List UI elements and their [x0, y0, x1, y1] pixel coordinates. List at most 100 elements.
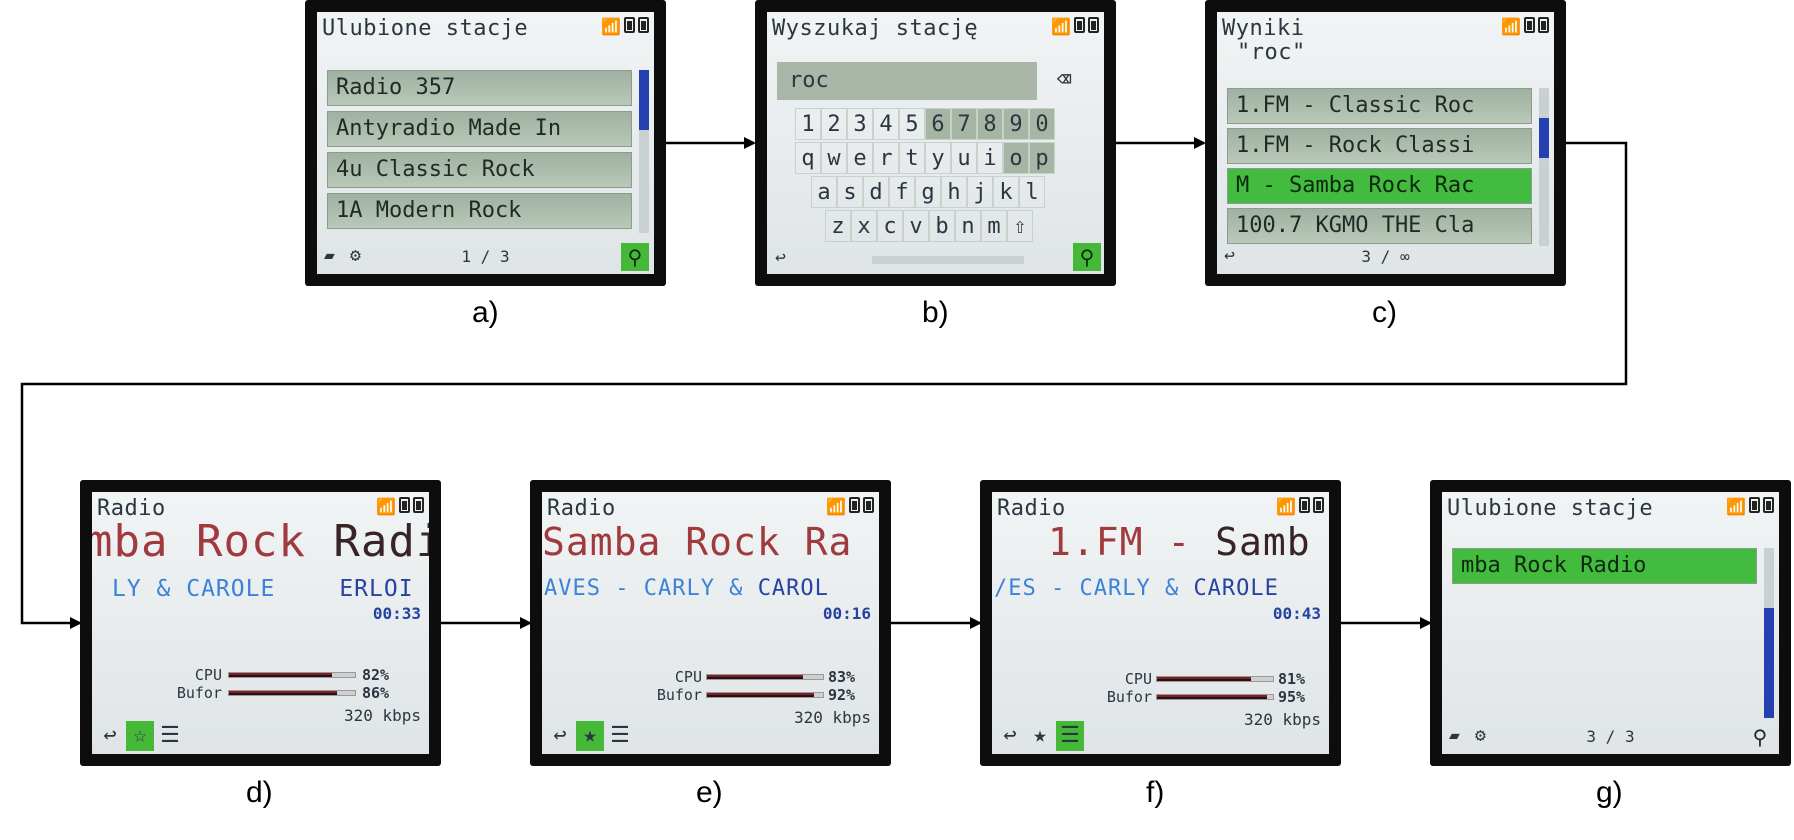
key[interactable]: z: [825, 210, 851, 242]
wifi-icon: 📶: [1276, 497, 1296, 516]
scrollbar-thumb[interactable]: [1764, 608, 1774, 718]
lcd-g: Ulubione stacje 📶 mba Rock Radio ▰ ⚙ 3 /…: [1442, 492, 1779, 754]
cpu-bar: [228, 672, 356, 678]
key[interactable]: g: [915, 176, 941, 208]
key[interactable]: m: [981, 210, 1007, 242]
device-screen-g: Ulubione stacje 📶 mba Rock Radio ▰ ⚙ 3 /…: [1430, 480, 1791, 766]
star-outline-icon[interactable]: ☆: [126, 721, 154, 751]
cpu-label: CPU: [194, 666, 222, 684]
status-icons: 📶: [1276, 497, 1324, 516]
buffer-label: Bufor: [176, 684, 222, 702]
key[interactable]: q: [795, 142, 821, 174]
gear-icon[interactable]: ⚙: [350, 245, 361, 266]
list-item[interactable]: 1.FM - Rock Classi: [1227, 128, 1532, 164]
key[interactable]: i: [977, 142, 1003, 174]
track-artist: AVES - CARLY & CAROL: [544, 576, 829, 601]
gear-icon[interactable]: ⚙: [1475, 725, 1486, 746]
key[interactable]: 4: [873, 108, 899, 140]
station-title: mba Rock Radi: [92, 516, 429, 567]
back-icon[interactable]: ↩: [1003, 723, 1017, 748]
wifi-icon: 📶: [601, 17, 621, 36]
key[interactable]: 7: [951, 108, 977, 140]
key[interactable]: c: [877, 210, 903, 242]
folder-icon[interactable]: ▰: [1449, 725, 1460, 746]
key[interactable]: 9: [1003, 108, 1029, 140]
search-icon[interactable]: ⚲: [1073, 243, 1101, 271]
keyboard-row-asdf: a s d f g h j k l: [811, 176, 1045, 208]
key[interactable]: d: [863, 176, 889, 208]
key[interactable]: w: [821, 142, 847, 174]
key[interactable]: j: [967, 176, 993, 208]
scrollbar-thumb[interactable]: [1539, 118, 1549, 158]
station-title-part: Samba Rock: [542, 520, 805, 564]
list-item[interactable]: Radio 357: [327, 70, 632, 106]
key[interactable]: 5: [899, 108, 925, 140]
key[interactable]: b: [929, 210, 955, 242]
scrollbar-thumb[interactable]: [639, 70, 649, 130]
search-input[interactable]: roc: [777, 62, 1037, 100]
list-item[interactable]: 4u Classic Rock: [327, 152, 632, 188]
list-item[interactable]: Antyradio Made In: [327, 111, 632, 147]
key[interactable]: r: [873, 142, 899, 174]
star-filled-icon[interactable]: ★: [1033, 723, 1047, 748]
status-icons: 📶: [1726, 497, 1774, 516]
back-icon[interactable]: ↩: [775, 247, 786, 268]
back-icon[interactable]: ↩: [1224, 245, 1235, 266]
key[interactable]: 8: [977, 108, 1003, 140]
key[interactable]: o: [1003, 142, 1029, 174]
backspace-icon[interactable]: ⌫: [1056, 65, 1072, 93]
key[interactable]: e: [847, 142, 873, 174]
key[interactable]: s: [837, 176, 863, 208]
list-item[interactable]: 1.FM - Classic Roc: [1227, 88, 1532, 124]
key[interactable]: k: [993, 176, 1019, 208]
list-item[interactable]: 100.7 KGMO THE Cla: [1227, 208, 1532, 244]
playlist-icon[interactable]: ☰: [610, 723, 630, 748]
list-item[interactable]: 1A Modern Rock: [327, 193, 632, 229]
key[interactable]: h: [941, 176, 967, 208]
key[interactable]: v: [903, 210, 929, 242]
bitrate: 320 kbps: [793, 708, 871, 727]
key[interactable]: 1: [795, 108, 821, 140]
device-screen-d: Radio 📶 mba Rock Radi LY & CAROLE ERLOI 0…: [80, 480, 441, 766]
key[interactable]: n: [955, 210, 981, 242]
station-title: Samba Rock Ra: [542, 520, 852, 564]
key[interactable]: u: [951, 142, 977, 174]
star-filled-icon[interactable]: ★: [576, 721, 604, 751]
header-title: Wyszukaj stację: [772, 16, 979, 41]
shift-icon[interactable]: ⇧: [1007, 210, 1033, 242]
list-item-selected[interactable]: M - Samba Rock Rac: [1227, 168, 1532, 204]
search-icon[interactable]: ⚲: [621, 243, 649, 271]
station-title: 1.FM - Samb: [1048, 520, 1311, 564]
playlist-icon[interactable]: ☰: [1056, 721, 1084, 751]
caption-c: c): [1372, 296, 1397, 329]
key[interactable]: t: [899, 142, 925, 174]
status-icons: 📶: [826, 497, 874, 516]
key[interactable]: 6: [925, 108, 951, 140]
key[interactable]: f: [889, 176, 915, 208]
buffer-bar: [1156, 694, 1274, 700]
key[interactable]: 0: [1029, 108, 1055, 140]
key[interactable]: y: [925, 142, 951, 174]
key[interactable]: a: [811, 176, 837, 208]
key[interactable]: 2: [821, 108, 847, 140]
key[interactable]: x: [851, 210, 877, 242]
list-item-selected[interactable]: mba Rock Radio: [1452, 548, 1757, 584]
buffer-bar: [228, 690, 356, 696]
search-icon[interactable]: ⚲: [1752, 725, 1768, 749]
playlist-icon[interactable]: ☰: [160, 723, 180, 748]
scrollbar[interactable]: [639, 70, 649, 233]
cpu-bar: [706, 674, 824, 680]
key[interactable]: l: [1019, 176, 1045, 208]
station-title-part: Radi: [333, 516, 429, 567]
key[interactable]: p: [1029, 142, 1055, 174]
battery-icon: [1538, 17, 1549, 33]
artist-part: CAROL: [757, 576, 829, 601]
back-icon[interactable]: ↩: [103, 723, 117, 748]
battery-icon: [1749, 497, 1760, 513]
key[interactable]: 3: [847, 108, 873, 140]
scrollbar[interactable]: [1539, 88, 1549, 246]
header-title: Ulubione stacje: [1447, 496, 1654, 521]
scrollbar[interactable]: [1764, 548, 1774, 718]
back-icon[interactable]: ↩: [553, 723, 567, 748]
folder-icon[interactable]: ▰: [324, 245, 335, 266]
